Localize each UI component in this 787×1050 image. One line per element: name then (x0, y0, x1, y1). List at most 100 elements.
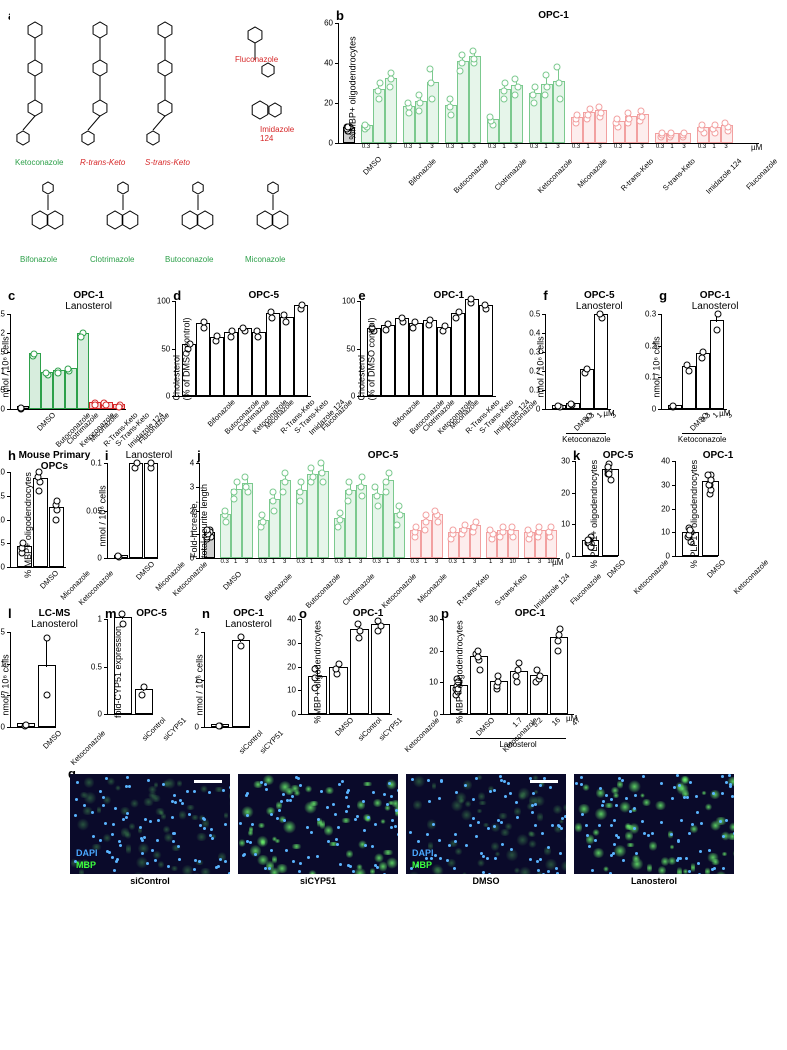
data-point (361, 122, 368, 129)
bar (423, 320, 437, 396)
data-point (416, 100, 423, 107)
data-point (43, 692, 50, 699)
data-point (686, 368, 693, 375)
data-point (585, 112, 592, 119)
data-point (429, 96, 436, 103)
data-point (533, 666, 540, 673)
compound-label: R-trans-Keto (80, 158, 125, 167)
data-point (388, 70, 395, 77)
bar (594, 314, 608, 409)
data-point (606, 470, 613, 477)
data-point (318, 460, 325, 467)
data-point (260, 519, 267, 526)
data-point (200, 318, 207, 325)
image-caption: DMSO (406, 876, 566, 886)
data-point (374, 493, 381, 500)
data-point (669, 402, 676, 409)
data-point (573, 112, 580, 119)
data-point (375, 502, 382, 509)
data-point (387, 76, 394, 83)
data-point (406, 110, 413, 117)
data-point (554, 638, 561, 645)
data-point (515, 666, 522, 673)
data-point (501, 80, 508, 87)
data-point (394, 521, 401, 528)
compound-label: Butoconazole (165, 255, 213, 264)
data-point (411, 318, 418, 325)
data-point (133, 460, 140, 467)
data-point (684, 361, 691, 368)
data-point (258, 512, 265, 519)
data-point (458, 60, 465, 67)
data-point (231, 488, 238, 495)
data-point (222, 519, 229, 526)
data-point (237, 643, 244, 650)
data-point (441, 322, 448, 329)
data-point (54, 369, 61, 376)
data-point (253, 328, 260, 335)
data-point (455, 309, 462, 316)
data-point (422, 519, 429, 526)
data-point (500, 96, 507, 103)
image-caption: Lanosterol (574, 876, 734, 886)
bar (470, 656, 488, 714)
data-point (118, 611, 125, 618)
data-point (279, 488, 286, 495)
data-point (346, 488, 353, 495)
data-point (467, 296, 474, 303)
data-point (555, 647, 562, 654)
data-point (427, 66, 434, 73)
data-point (458, 52, 465, 59)
bar (350, 629, 369, 714)
compound-label: Imidazole124 (260, 125, 294, 143)
data-point (415, 108, 422, 115)
data-point (500, 88, 507, 95)
bar (465, 299, 479, 396)
data-point (397, 512, 404, 519)
bar (238, 328, 252, 397)
data-point (508, 524, 515, 531)
data-point (404, 100, 411, 107)
data-point (309, 474, 316, 481)
data-point (30, 350, 37, 357)
data-point (376, 96, 383, 103)
bar (266, 313, 280, 396)
data-point (638, 114, 645, 121)
data-point (52, 516, 59, 523)
data-point (607, 477, 614, 484)
data-point (282, 469, 289, 476)
bar (224, 332, 238, 396)
bar (469, 56, 481, 143)
data-point (548, 524, 555, 531)
bar (294, 305, 308, 396)
data-point (102, 402, 109, 409)
data-point (116, 404, 123, 411)
image-caption: siCYP51 (238, 876, 398, 886)
data-point (450, 526, 457, 533)
bar (553, 81, 565, 143)
data-point (597, 110, 604, 117)
data-point (298, 479, 305, 486)
microscopy-image (574, 774, 734, 874)
bar (371, 624, 390, 714)
data-point (536, 673, 543, 680)
data-point (494, 679, 501, 686)
bar (210, 337, 224, 396)
data-point (358, 493, 365, 500)
data-point (147, 460, 154, 467)
data-point (335, 524, 342, 531)
data-point (319, 479, 326, 486)
data-point (586, 106, 593, 113)
bar (395, 318, 409, 396)
data-point (626, 116, 633, 123)
compound-label: Fluconazole (235, 55, 278, 64)
microscopy-image: DAPIMBP (70, 774, 230, 874)
data-point (555, 80, 562, 87)
data-point (282, 479, 289, 486)
bar (252, 332, 266, 396)
data-point (432, 507, 439, 514)
data-point (36, 488, 43, 495)
data-point (531, 100, 538, 107)
data-point (543, 72, 550, 79)
data-point (473, 519, 480, 526)
